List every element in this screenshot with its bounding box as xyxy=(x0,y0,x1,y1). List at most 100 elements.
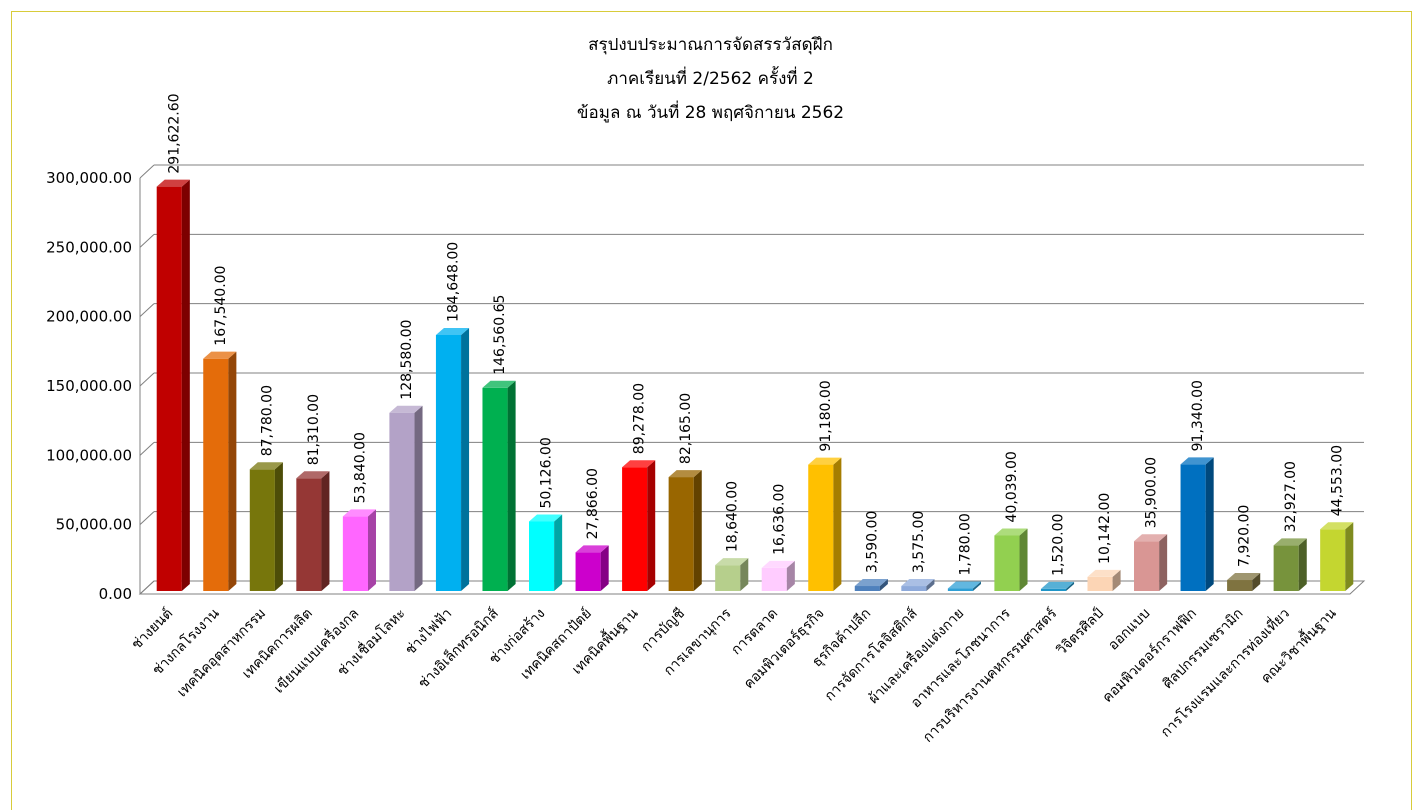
bar xyxy=(1180,457,1214,591)
bar-side xyxy=(1112,569,1121,591)
bar-front xyxy=(994,535,1020,591)
bar-top xyxy=(1040,581,1075,589)
bar-top xyxy=(622,460,656,468)
chart-frame xyxy=(11,11,1412,810)
bar xyxy=(1320,522,1354,591)
bar-top xyxy=(249,462,283,470)
bar-top xyxy=(529,514,563,522)
x-axis: ช่างยนต์ช่างกลโรงงานเทคนิคอุตสาหกรรมเทคน… xyxy=(128,603,1340,746)
data-label: 32,927.00 xyxy=(1283,461,1299,532)
bar-side xyxy=(740,558,749,591)
data-label: 91,180.00 xyxy=(818,380,834,451)
data-labels: 291,622.60 167,540.00 87,780.00 81,310.00 53… xyxy=(166,93,1345,575)
x-tick-label: เทคนิคอุตสาหกรรม xyxy=(174,606,269,701)
bar-side xyxy=(461,327,470,591)
bar xyxy=(622,460,656,591)
bar-front xyxy=(808,464,834,591)
bar xyxy=(203,351,237,591)
x-tick-label: ช่างยนต์ xyxy=(128,605,176,653)
bar-top xyxy=(1134,534,1168,542)
data-label: 16,636.00 xyxy=(771,484,787,555)
chart-title: สรุปงบประมาณการจัดสรรวัสดุฝึก xyxy=(588,35,833,55)
bar xyxy=(668,470,702,591)
data-label: 53,840.00 xyxy=(352,432,368,503)
data-label: 18,640.00 xyxy=(725,481,741,552)
bar-side xyxy=(647,460,656,591)
bar-front xyxy=(575,552,601,591)
bar-top xyxy=(715,558,749,566)
bar-side xyxy=(274,462,283,591)
data-label: 184,648.00 xyxy=(446,242,462,322)
gridline-side xyxy=(139,580,155,595)
bar-top xyxy=(761,560,795,568)
bar-front xyxy=(1180,464,1206,591)
x-tick-label: เขียนแบบเครื่องกล xyxy=(270,604,363,697)
bar-side xyxy=(1066,581,1075,591)
data-label: 81,310.00 xyxy=(306,394,322,465)
bar-front xyxy=(715,565,741,591)
bar-side xyxy=(554,514,563,591)
bar xyxy=(947,581,981,591)
bar-front xyxy=(435,334,462,591)
bar-front xyxy=(1227,580,1253,591)
y-tick-label: 100,000.00 xyxy=(46,446,132,464)
bar xyxy=(156,179,190,591)
data-label: 3,575.00 xyxy=(911,511,927,573)
bar-side xyxy=(600,545,609,591)
bar-top xyxy=(296,471,330,479)
bar-side xyxy=(1205,457,1214,591)
x-tick-label: คณะวิชาพื้นฐาน xyxy=(1256,603,1340,687)
data-label: 82,165.00 xyxy=(678,393,694,464)
bar-top xyxy=(389,405,423,413)
bar-top xyxy=(482,380,516,388)
bar xyxy=(529,514,563,591)
bars xyxy=(156,179,1354,591)
bar-side xyxy=(1345,522,1354,591)
chart-subtitle-term: ภาคเรียนที่ 2/2562 ครั้งที่ 2 xyxy=(607,69,814,89)
bar xyxy=(1087,569,1121,591)
x-tick-label: ออกแบบ xyxy=(1105,606,1153,654)
data-label: 35,900.00 xyxy=(1144,457,1160,528)
bar-side xyxy=(1159,534,1168,591)
bar-side xyxy=(367,509,376,591)
bar-side xyxy=(833,457,842,591)
bar-front xyxy=(854,586,880,591)
bar-front xyxy=(296,478,322,591)
bar xyxy=(389,405,423,591)
bar xyxy=(994,528,1028,591)
data-label: 89,278.00 xyxy=(632,383,648,454)
bar-top xyxy=(1320,522,1354,530)
bar-front xyxy=(482,387,508,591)
bar-front xyxy=(947,588,973,591)
bar-top xyxy=(668,470,702,478)
y-tick-label: 0.00 xyxy=(99,585,132,603)
bar-side xyxy=(321,471,330,591)
bar-front xyxy=(529,521,555,591)
data-label: 3,590.00 xyxy=(864,511,880,573)
bar-side xyxy=(786,560,795,591)
bar xyxy=(761,560,795,591)
bar-side xyxy=(926,579,935,591)
y-tick-label: 300,000.00 xyxy=(46,169,132,187)
bar-top xyxy=(1180,457,1214,465)
bar-front xyxy=(342,516,368,591)
bar-side xyxy=(879,579,888,591)
bar-front xyxy=(1087,576,1113,591)
gridline-side xyxy=(139,441,155,456)
y-tick-label: 250,000.00 xyxy=(46,238,132,256)
data-label: 291,622.60 xyxy=(166,93,182,173)
bar-top xyxy=(901,579,935,587)
data-label: 40,039.00 xyxy=(1004,451,1020,522)
gridline-side xyxy=(139,372,155,387)
bar-front xyxy=(1040,588,1067,591)
bar-top xyxy=(1227,573,1261,581)
chart-subtitle-date: ข้อมูล ณ วันที่ 28 พฤศจิกายน 2562 xyxy=(576,103,845,123)
data-label: 7,920.00 xyxy=(1237,505,1253,567)
bar-side xyxy=(1252,573,1261,591)
bar xyxy=(854,579,888,591)
bar-top xyxy=(435,327,470,335)
data-label: 27,866.00 xyxy=(585,468,601,539)
bar-top xyxy=(203,351,237,359)
bar-side xyxy=(693,470,702,591)
bar-top xyxy=(575,545,609,553)
